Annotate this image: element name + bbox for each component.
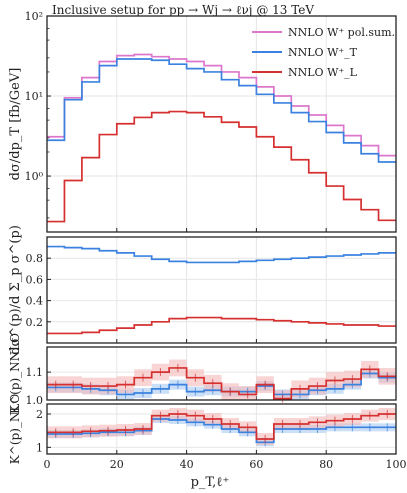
main-panel: 10⁰ 10¹ 10² dσ/dp_T [fb/GeV]	[8, 10, 397, 233]
y-tick-label: 1.1	[26, 366, 44, 379]
y-tick-label: 0.4	[26, 295, 44, 308]
panel-frame	[46, 15, 397, 233]
y-axis-label: dσ/dp_T [fb/GeV]	[8, 68, 23, 181]
k-nnlo-panel: 1.0 1.1 K^(p)_NNLO	[8, 333, 397, 414]
series-line-T	[47, 418, 396, 444]
y-tick-label: 1.0	[26, 394, 44, 407]
y-tick-label: 2	[36, 408, 43, 421]
y-tick-label: 10¹	[25, 90, 43, 103]
x-tick-label: 20	[110, 458, 124, 471]
x-axis-label: p_T,ℓ⁺	[191, 475, 230, 490]
x-tick-label: 100	[386, 458, 407, 471]
legend-label: NNLO W⁺_L	[288, 66, 358, 79]
x-tick-label: 0	[44, 458, 51, 471]
legend-label: NNLO W⁺ pol.sum.	[288, 26, 395, 39]
legend: NNLO W⁺ pol.sum. NNLO W⁺_T NNLO W⁺_L	[252, 26, 395, 79]
y-tick-label: 0.6	[26, 273, 44, 286]
y-axis-label: K^(p)_NLO	[8, 394, 22, 465]
series-line-NNLO-W-pol-sum-	[47, 53, 396, 157]
panel-frame	[46, 236, 397, 344]
panel-frame	[46, 403, 397, 455]
series-line-L	[47, 413, 396, 440]
series-line-NNLO-W-L	[47, 110, 396, 223]
y-tick-label: 0.2	[26, 316, 44, 329]
panel-frame	[46, 346, 397, 401]
x-tick-label: 80	[319, 458, 333, 471]
y-tick-label: 1	[36, 441, 43, 454]
chart-title: Inclusive setup for pp → Wj → ℓνj @ 13 T…	[52, 3, 314, 17]
series-line-L	[47, 316, 396, 335]
fraction-panel: 0.2 0.4 0.6 0.8dσ^(p)/d Σ_p σ^(p)	[8, 225, 397, 355]
y-axis-label: K^(p)_NNLO	[8, 333, 22, 414]
legend-label: NNLO W⁺_T	[288, 46, 358, 59]
x-tick-label: 60	[249, 458, 263, 471]
x-tick-label: 40	[180, 458, 194, 471]
y-axis-label: dσ^(p)/d Σ_p σ^(p)	[8, 225, 23, 355]
series-line-NNLO-W-T	[47, 58, 396, 163]
y-tick-label: 10⁰	[25, 170, 44, 183]
k-nlo-panel: 1 2 K^(p)_NLO 0 20 40 60 80 100	[8, 394, 407, 471]
y-tick-label: 10²	[25, 10, 43, 23]
y-tick-label: 0.8	[26, 252, 44, 265]
series-line-T	[47, 245, 396, 264]
